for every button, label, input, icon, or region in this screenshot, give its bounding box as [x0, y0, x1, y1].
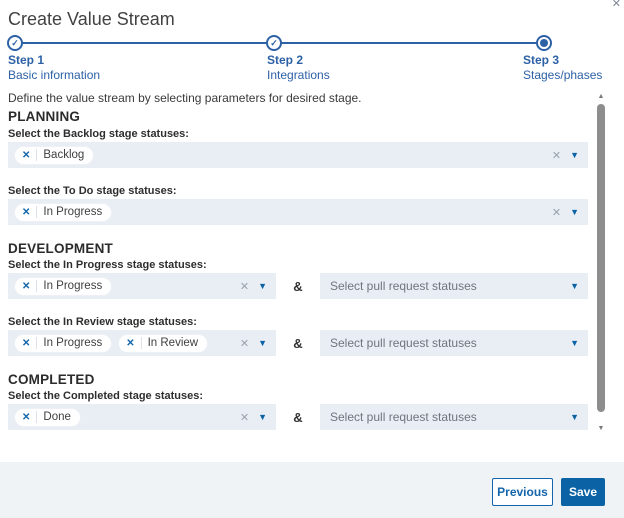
chip-label: Done [36, 411, 71, 423]
previous-button[interactable]: Previous [492, 478, 553, 506]
selected-chip: ✕ In Progress [14, 276, 113, 296]
close-icon[interactable]: ✕ [611, 0, 621, 10]
inreview-status-row: ✕ In Progress ✕ In Review ✕ ▼ & Select p… [8, 330, 588, 356]
check-icon: ✓ [270, 37, 278, 48]
todo-status-row: ✕ In Progress ✕ ▼ [8, 199, 588, 225]
ampersand-separator: & [293, 409, 303, 425]
chevron-down-icon[interactable]: ▼ [258, 281, 267, 291]
chevron-down-icon[interactable]: ▼ [570, 412, 579, 422]
chip-label: Backlog [36, 149, 84, 161]
chip-remove-icon[interactable]: ✕ [22, 280, 31, 292]
inprogress-status-row: ✕ In Progress ✕ ▼ & Select pull request … [8, 273, 588, 299]
step2-complete-icon[interactable]: ✓ [266, 35, 282, 51]
step-sublabel: Basic information [8, 68, 101, 82]
stepper-step-2[interactable]: Step 2 Integrations [267, 53, 330, 83]
dialog-footer: Previous Save [0, 462, 624, 518]
chip-label: In Progress [36, 280, 102, 292]
stepper-step-1[interactable]: Step 1 Basic information [8, 53, 100, 83]
chevron-down-icon[interactable]: ▼ [570, 207, 579, 217]
selected-chip: ✕ In Review [118, 333, 209, 353]
vertical-scrollbar[interactable]: ▲ ▼ [596, 93, 606, 432]
chip-label: In Progress [36, 337, 102, 349]
step-label: Step 2 [267, 53, 304, 67]
step1-complete-icon[interactable]: ✓ [7, 35, 23, 51]
inprogress-pr-status-select[interactable]: Select pull request statuses ▼ [320, 273, 588, 299]
chip-label: In Review [140, 337, 198, 349]
chip-remove-icon[interactable]: ✕ [22, 411, 31, 423]
pr-select-placeholder: Select pull request statuses [330, 410, 477, 424]
field-label-backlog: Select the Backlog stage statuses: [8, 128, 189, 140]
inprogress-status-select[interactable]: ✕ In Progress ✕ ▼ [8, 273, 276, 299]
clear-all-icon[interactable]: ✕ [551, 206, 562, 219]
chevron-down-icon[interactable]: ▼ [258, 412, 267, 422]
pr-select-placeholder: Select pull request statuses [330, 336, 477, 350]
backlog-status-row: ✕ Backlog ✕ ▼ [8, 142, 588, 168]
stage-description-text: Define the value stream by selecting par… [8, 91, 362, 105]
step-sublabel: Stages/phases [523, 68, 603, 82]
pr-select-placeholder: Select pull request statuses [330, 279, 477, 293]
selected-chip: ✕ Done [14, 407, 81, 427]
inreview-status-select[interactable]: ✕ In Progress ✕ In Review ✕ ▼ [8, 330, 276, 356]
section-heading-planning: PLANNING [8, 109, 81, 124]
step3-active-icon[interactable] [536, 35, 552, 51]
selected-chip: ✕ In Progress [14, 202, 113, 222]
chip-remove-icon[interactable]: ✕ [126, 337, 135, 349]
selected-chip: ✕ In Progress [14, 333, 113, 353]
step-label: Step 3 [523, 53, 560, 67]
chevron-down-icon[interactable]: ▼ [570, 338, 579, 348]
scroll-down-icon[interactable]: ▼ [597, 425, 605, 432]
chip-label: In Progress [36, 206, 102, 218]
step-label: Step 1 [8, 53, 45, 67]
completed-status-row: ✕ Done ✕ ▼ & Select pull request statuse… [8, 404, 588, 430]
stepper-step-3[interactable]: Step 3 Stages/phases [523, 53, 602, 83]
clear-all-icon[interactable]: ✕ [239, 280, 250, 293]
ampersand-separator: & [293, 335, 303, 351]
ampersand-separator: & [293, 278, 303, 294]
clear-all-icon[interactable]: ✕ [551, 149, 562, 162]
field-label-inreview: Select the In Review stage statuses: [8, 316, 197, 328]
completed-status-select[interactable]: ✕ Done ✕ ▼ [8, 404, 276, 430]
scroll-up-icon[interactable]: ▲ [597, 93, 605, 100]
section-heading-development: DEVELOPMENT [8, 241, 113, 256]
todo-status-select[interactable]: ✕ In Progress ✕ ▼ [8, 199, 588, 225]
field-label-todo: Select the To Do stage statuses: [8, 185, 177, 197]
dialog-title: Create Value Stream [8, 9, 175, 29]
check-icon: ✓ [11, 37, 19, 48]
clear-all-icon[interactable]: ✕ [239, 337, 250, 350]
inreview-pr-status-select[interactable]: Select pull request statuses ▼ [320, 330, 588, 356]
chip-remove-icon[interactable]: ✕ [22, 149, 31, 161]
chevron-down-icon[interactable]: ▼ [570, 150, 579, 160]
chip-remove-icon[interactable]: ✕ [22, 206, 31, 218]
field-label-completed: Select the Completed stage statuses: [8, 390, 204, 402]
scrollbar-thumb[interactable] [597, 104, 605, 412]
section-heading-completed: COMPLETED [8, 372, 95, 387]
field-label-inprogress: Select the In Progress stage statuses: [8, 259, 207, 271]
completed-pr-status-select[interactable]: Select pull request statuses ▼ [320, 404, 588, 430]
selected-chip: ✕ Backlog [14, 145, 95, 165]
chevron-down-icon[interactable]: ▼ [570, 281, 579, 291]
save-button[interactable]: Save [561, 478, 605, 506]
chip-remove-icon[interactable]: ✕ [22, 337, 31, 349]
clear-all-icon[interactable]: ✕ [239, 411, 250, 424]
chevron-down-icon[interactable]: ▼ [258, 338, 267, 348]
backlog-status-select[interactable]: ✕ Backlog ✕ ▼ [8, 142, 588, 168]
step-sublabel: Integrations [267, 68, 330, 82]
active-dot-icon [540, 39, 548, 47]
